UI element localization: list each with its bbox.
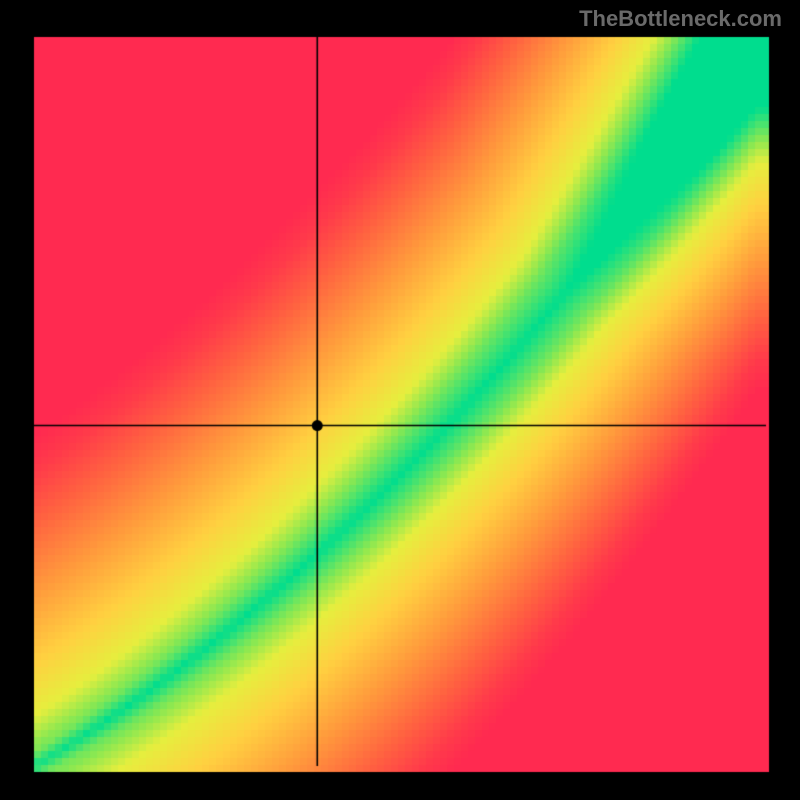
heatmap-chart bbox=[0, 0, 800, 800]
watermark-text: TheBottleneck.com bbox=[579, 6, 782, 32]
heatmap-canvas bbox=[0, 0, 800, 800]
